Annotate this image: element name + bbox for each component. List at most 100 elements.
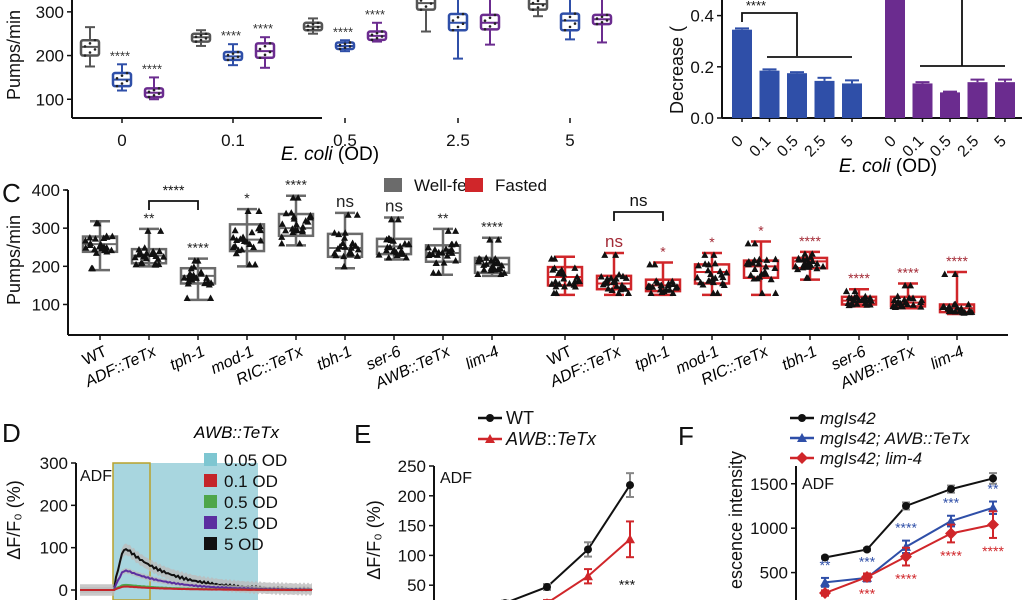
data-point [236, 50, 240, 54]
data-point [488, 16, 492, 20]
data-point [552, 282, 560, 290]
data-point [154, 255, 162, 262]
y-tick-label: 0.0 [690, 109, 714, 128]
data-point [348, 240, 356, 247]
data-point [147, 90, 151, 94]
data-point [155, 247, 163, 255]
data-point [330, 229, 338, 236]
data-point [290, 212, 298, 220]
data-point [909, 294, 917, 301]
data-marker [900, 550, 912, 563]
x-axis-label: E. coli (OD) [281, 144, 379, 165]
data-point [82, 244, 90, 251]
data-point [747, 271, 755, 278]
data-point [244, 207, 252, 214]
data-point [767, 275, 775, 283]
data-point [91, 235, 99, 242]
legend-swatch [465, 178, 483, 192]
data-point [531, 8, 535, 11]
bar [787, 73, 807, 118]
data-point [612, 274, 620, 282]
data-point [396, 242, 404, 250]
data-point [340, 234, 348, 241]
data-point [387, 215, 395, 223]
data-point [250, 243, 258, 251]
data-point [393, 251, 401, 259]
legend-marker [797, 433, 807, 442]
x-tick-label: 0 [882, 133, 900, 151]
x-axis-label: E. coli (OD) [839, 156, 937, 177]
legend-marker [796, 452, 808, 464]
x-tick-label-part: TeTx [732, 343, 772, 374]
data-point [907, 281, 915, 289]
data-point [82, 237, 90, 244]
data-point [483, 28, 487, 31]
data-marker [945, 527, 957, 540]
data-point [100, 234, 108, 241]
data-point [306, 212, 314, 220]
data-point [424, 5, 428, 8]
data-point [287, 209, 295, 216]
data-point [375, 36, 379, 40]
data-point [194, 40, 198, 43]
legend-title-part: AWB [193, 423, 232, 442]
data-point [231, 57, 235, 60]
data-point [194, 35, 198, 39]
data-point [755, 260, 763, 267]
y-tick-label: 200 [36, 47, 64, 66]
data-point [299, 227, 307, 235]
y-tick-label: 100 [32, 295, 60, 314]
data-point [603, 278, 611, 286]
data-point [370, 38, 374, 42]
data-marker [902, 501, 910, 510]
data-point [751, 239, 759, 247]
data-point [120, 82, 124, 85]
data-point [795, 256, 803, 263]
y-axis-label: ΔF/F₀ (%) [4, 480, 24, 559]
x-axis-label-italic: E. coli [281, 144, 334, 165]
x-tick-label-part: TeTx [267, 343, 307, 374]
data-point [353, 211, 361, 218]
data-point [390, 246, 398, 254]
data-point [183, 294, 191, 301]
significance-label: **** [848, 270, 870, 286]
legend-title: AWB::TeTx [193, 423, 280, 442]
y-tick-label: 1500 [750, 475, 788, 494]
data-point [647, 289, 655, 297]
significance-label: **** [982, 543, 1004, 559]
data-point [744, 239, 752, 247]
data-point [964, 300, 972, 308]
bar [814, 80, 835, 118]
data-point [340, 252, 348, 260]
data-point [560, 282, 568, 290]
data-point [482, 254, 490, 261]
y-axis-label: ΔF/F₀ (%) [364, 500, 384, 579]
data-point [375, 31, 379, 35]
data-point [461, 22, 465, 26]
legend-label-part: TeTx [557, 429, 597, 449]
legend-label: 5 OD [224, 535, 264, 554]
data-point [597, 273, 605, 280]
x-tick-label: tbh-1 [314, 343, 354, 374]
data-point [125, 71, 129, 75]
significance-label: **** [163, 182, 185, 198]
data-point [762, 262, 770, 270]
legend-label: WT [506, 408, 534, 428]
data-marker [626, 481, 634, 490]
data-marker [987, 518, 999, 531]
y-tick-label: 500 [760, 564, 788, 583]
data-point [257, 237, 265, 244]
data-point [461, 12, 465, 16]
data-point [771, 264, 779, 271]
data-point [666, 286, 674, 293]
significance-label: **** [946, 253, 968, 269]
data-point [394, 215, 402, 223]
data-point [951, 300, 959, 308]
y-tick-label: 300 [40, 454, 68, 473]
x-tick-label: lim-4 [463, 343, 502, 373]
data-point [758, 289, 766, 297]
data-point [763, 256, 771, 263]
x-tick-label-part: TeTx [120, 343, 160, 374]
